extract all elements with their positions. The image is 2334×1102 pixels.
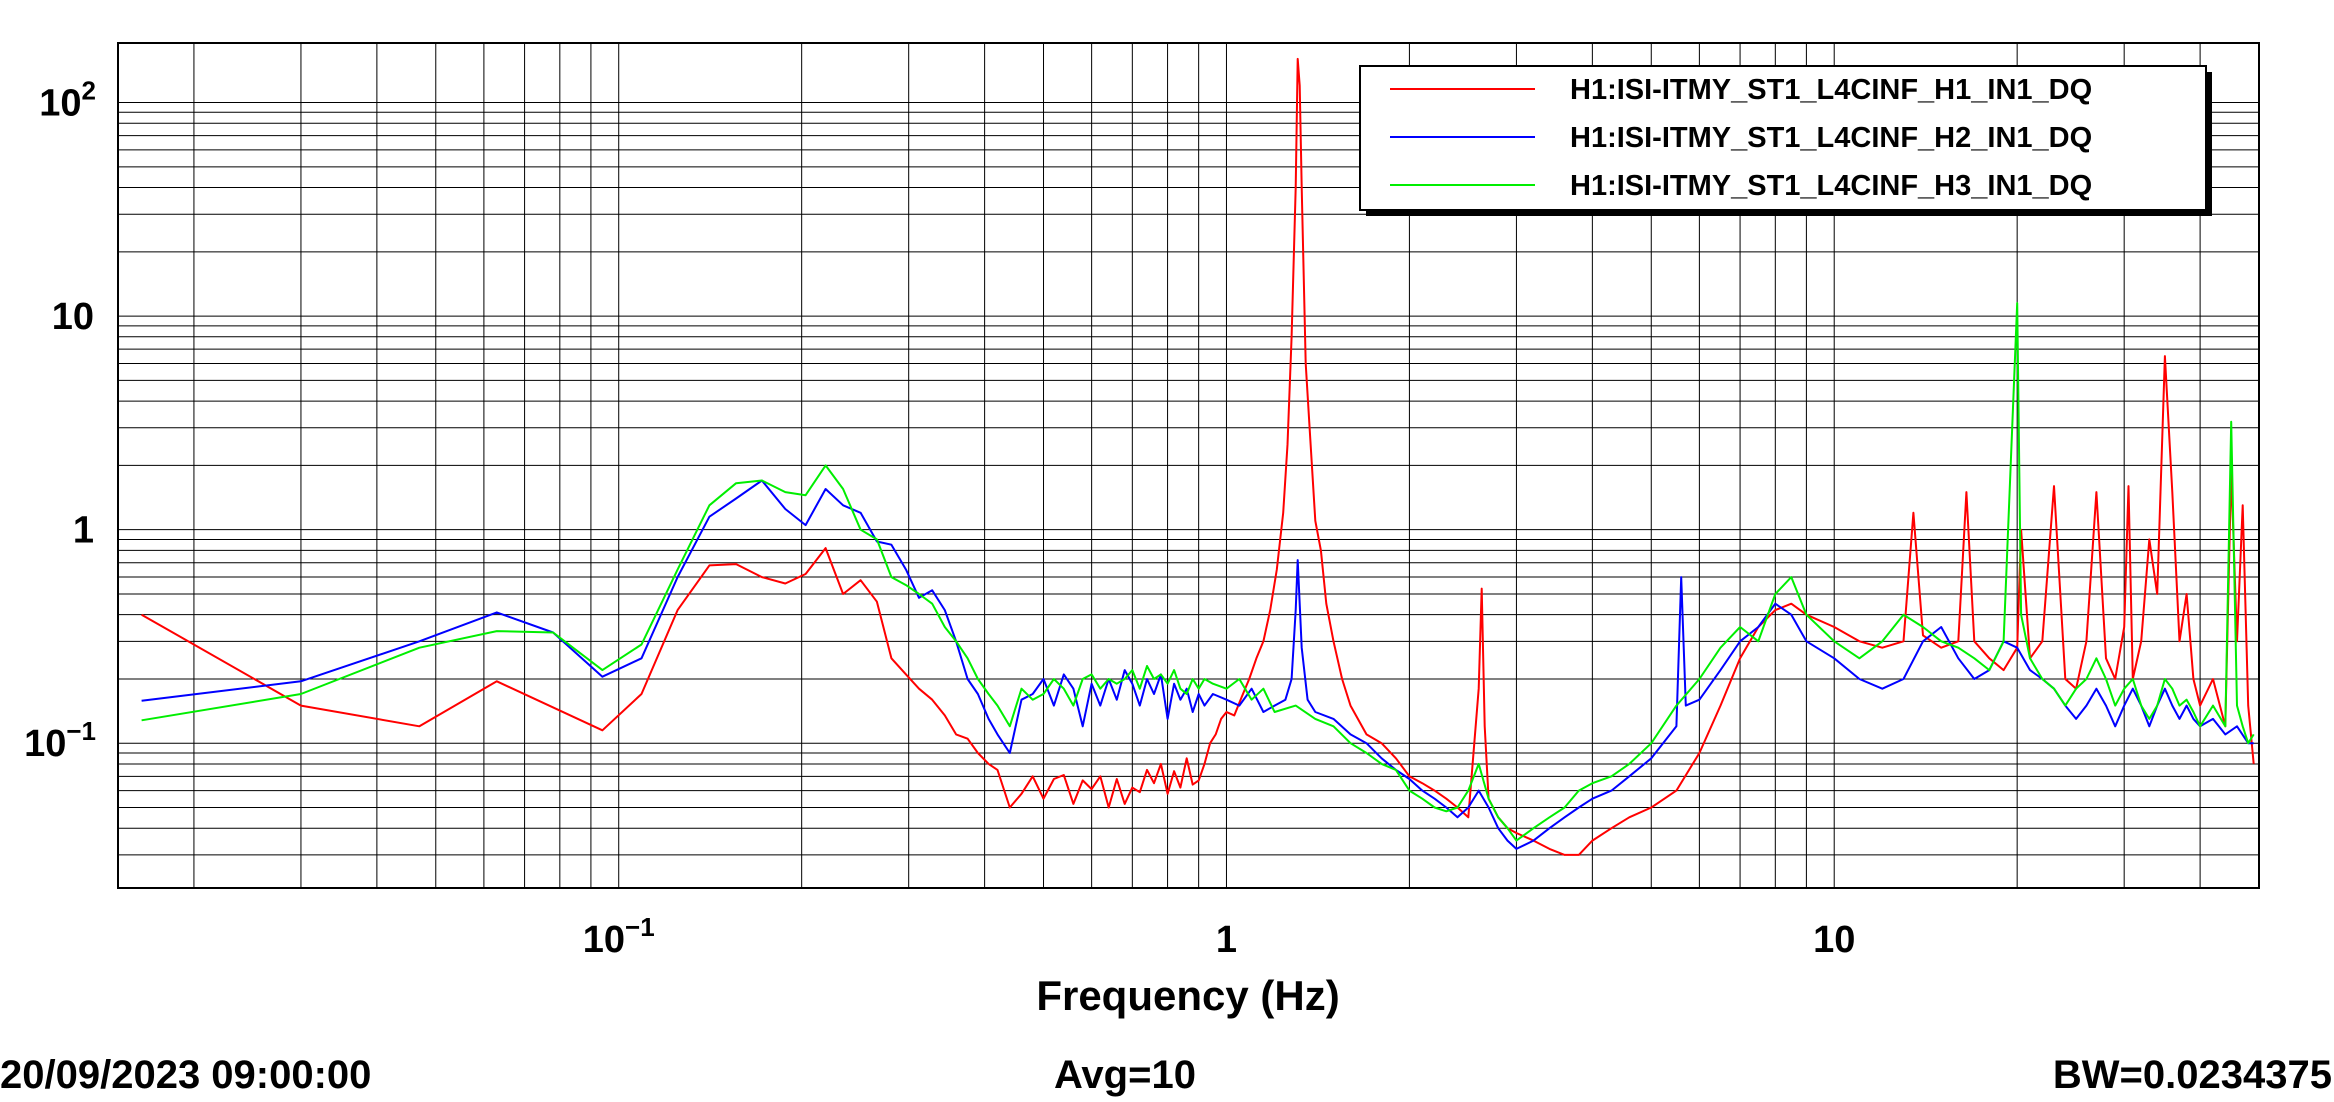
x-tick-label: 1 (1216, 919, 1237, 961)
footer-timestamp: 20/09/2023 09:00:00 (0, 1053, 371, 1097)
legend-label-h3: H1:ISI-ITMY_ST1_L4CINF_H3_IN1_DQ (1570, 170, 2092, 202)
y-tick-label: 10−1 (24, 716, 96, 765)
series-layer (141, 57, 2255, 856)
x-tick-label: 10 (1813, 919, 1855, 961)
series-line-h3 (141, 302, 2255, 842)
footer-bandwidth: BW=0.0234375 (2053, 1053, 2332, 1097)
y-tick-labels: 10−1 1 10 102 (24, 76, 96, 766)
series-line-h1 (141, 57, 2255, 856)
x-axis-label: Frequency (Hz) (1036, 972, 1339, 1019)
y-tick-label: 10 (52, 296, 94, 338)
y-tick-label: 1 (73, 510, 94, 552)
plot-frame (117, 42, 2260, 889)
footer-averages: Avg=10 (1054, 1053, 1196, 1097)
legend-label-h1: H1:ISI-ITMY_ST1_L4CINF_H1_IN1_DQ (1570, 74, 2092, 106)
legend: H1:ISI-ITMY_ST1_L4CINF_H1_IN1_DQ H1:ISI-… (1359, 65, 2212, 216)
x-tick-labels: 10−1 1 10 (583, 912, 1856, 961)
x-tick-label: 10−1 (583, 912, 655, 961)
legend-label-h2: H1:ISI-ITMY_ST1_L4CINF_H2_IN1_DQ (1570, 122, 2092, 154)
y-tick-label: 102 (39, 76, 96, 125)
